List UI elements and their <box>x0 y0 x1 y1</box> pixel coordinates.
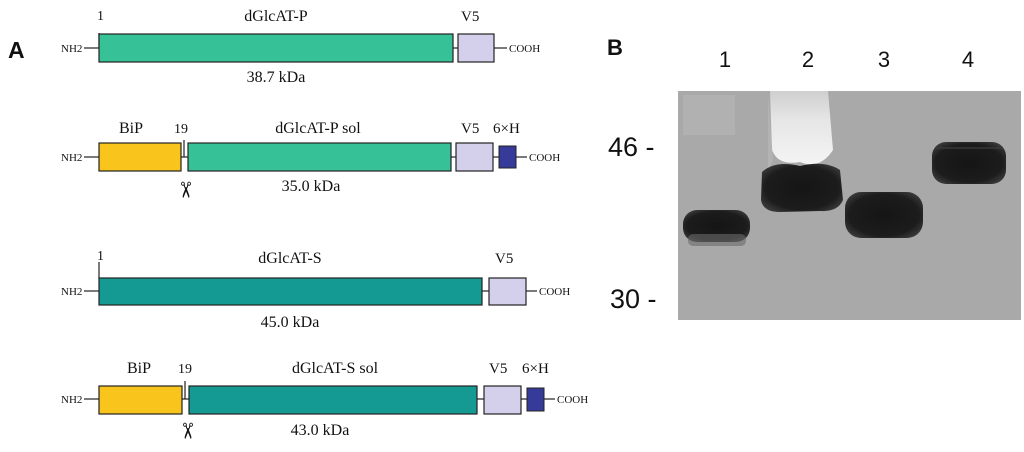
construct-dglcat-s: 1 dGlcAT-S NH2 V5 COOH 45.0 kDa <box>61 249 570 331</box>
c-terminus-label: COOH <box>539 286 570 298</box>
bip-signal-peptide <box>98 385 183 415</box>
molecular-mass-label: 43.0 kDa <box>291 422 350 439</box>
construct-name: dGlcAT-P sol <box>275 120 361 137</box>
start-residue-label: 19 <box>174 122 188 137</box>
western-blot-image <box>678 91 1021 320</box>
v5-tag-label: V5 <box>461 9 479 25</box>
lane-label: 2 <box>802 47 814 72</box>
band-lane-4 <box>932 142 1006 184</box>
start-residue-label: 1 <box>97 249 104 264</box>
v5-tag-label: V5 <box>495 251 513 267</box>
construct-dglcat-p: 1 dGlcAT-P NH2 V5 COOH 38.7 kDa <box>61 8 540 86</box>
n-terminus-label: NH2 <box>61 394 82 406</box>
bip-label: BiP <box>127 360 151 377</box>
marker-30: 30 - <box>610 284 657 314</box>
bip-signal-peptide <box>98 142 182 172</box>
scissors-icon: ✂ <box>173 181 198 199</box>
n-terminus-label: NH2 <box>61 43 82 55</box>
bip-label: BiP <box>119 120 143 137</box>
construct-name: dGlcAT-S sol <box>292 360 379 377</box>
marker-46: 46 - <box>608 132 655 162</box>
start-residue-label: 1 <box>97 9 104 24</box>
band-lane-3 <box>845 192 923 238</box>
v5-tag-label: V5 <box>489 361 507 377</box>
construct-name: dGlcAT-P <box>244 8 308 25</box>
construct-name: dGlcAT-S <box>258 250 321 267</box>
protein-domain-dglcat-s <box>98 277 483 306</box>
his-tag-label: 6×H <box>493 121 520 137</box>
molecular-mass-label: 35.0 kDa <box>282 178 341 195</box>
his-tag <box>498 145 517 169</box>
panel-b: B 1 2 3 4 46 - 30 - <box>607 35 1021 320</box>
lane-label: 1 <box>719 47 731 72</box>
c-terminus-label: COOH <box>557 394 588 406</box>
panel-a-label: A <box>8 37 25 63</box>
panel-b-label: B <box>607 35 623 60</box>
protein-domain-dglcat-s-sol <box>188 385 478 415</box>
molecular-mass-label: 45.0 kDa <box>261 314 320 331</box>
lane-label: 4 <box>962 47 974 72</box>
protein-domain-dglcat-p <box>98 33 454 63</box>
v5-tag <box>483 385 522 415</box>
molecular-mass-label: 38.7 kDa <box>247 69 306 86</box>
c-terminus-label: COOH <box>509 43 540 55</box>
v5-tag <box>457 33 495 63</box>
scissors-icon: ✂ <box>175 422 200 440</box>
protein-domain-dglcat-p-sol <box>187 142 452 172</box>
v5-tag <box>488 277 527 306</box>
start-residue-label: 19 <box>178 362 192 377</box>
construct-dglcat-p-sol: BiP 19 dGlcAT-P sol NH2 V5 6×H COOH ✂ 35… <box>61 120 560 199</box>
band-lane-2 <box>761 163 843 212</box>
c-terminus-label: COOH <box>529 152 560 164</box>
n-terminus-label: NH2 <box>61 286 82 298</box>
v5-tag <box>455 142 494 172</box>
construct-dglcat-s-sol: BiP 19 dGlcAT-S sol NH2 V5 6×H COOH ✂ 43… <box>61 360 588 440</box>
his-tag-label: 6×H <box>522 361 549 377</box>
his-tag <box>526 387 545 412</box>
v5-tag-label: V5 <box>461 121 479 137</box>
panel-a: A 1 dGlcAT-P NH2 V5 COOH 38.7 kDa BiP 19… <box>8 8 588 440</box>
lane-label: 3 <box>878 47 890 72</box>
n-terminus-label: NH2 <box>61 152 82 164</box>
